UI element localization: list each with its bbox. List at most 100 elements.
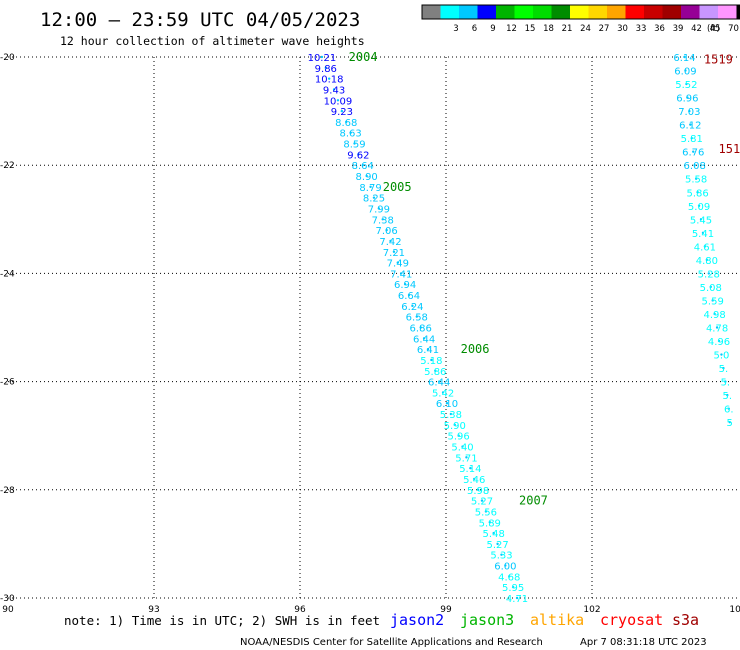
x-tick-label: 90: [2, 605, 14, 615]
swh-label: 7.41: [390, 269, 412, 280]
legend-swatch: [736, 5, 740, 19]
swh-label: 5.33: [490, 551, 512, 562]
legend-swatch: [459, 5, 478, 19]
track-point: [419, 326, 422, 329]
track-point: [389, 239, 392, 243]
swh-label: 5.: [719, 364, 729, 375]
track-point: [686, 96, 689, 99]
swh-label: 6.64: [398, 291, 420, 302]
swh-label: 9.62: [347, 150, 369, 161]
swh-label: 4.68: [498, 572, 520, 583]
swh-label: 5.71: [455, 453, 477, 464]
legend-swatch: [718, 5, 737, 19]
track-point: [407, 293, 411, 297]
pass-number-label: 1519: [704, 53, 733, 67]
track-point: [473, 477, 476, 481]
swh-label: 5.41: [692, 229, 714, 240]
satellite-name-jason3: jason3: [460, 611, 514, 629]
swh-label: 5.58: [685, 175, 707, 186]
satellite-name-cryosat: cryosat: [600, 611, 663, 629]
legend-tick-label: 24: [580, 24, 591, 34]
track-point: [511, 585, 515, 589]
swh-label: 5.56: [475, 507, 497, 518]
legend-tick-label: 36: [654, 24, 665, 34]
satellite-name-s3a: s3a: [672, 611, 699, 629]
track-point: [340, 109, 344, 113]
swh-label: 6.24: [401, 302, 423, 313]
swh-label: 5.0: [714, 351, 730, 362]
track-point: [697, 204, 701, 207]
swh-label: 5.52: [675, 80, 697, 91]
track-point: [701, 231, 705, 235]
legend-swatch: [681, 5, 700, 19]
swh-label: 5.86: [424, 367, 446, 378]
legend-frame: [421, 4, 740, 20]
track-point: [707, 272, 710, 275]
track-point: [683, 55, 686, 59]
swh-label: 4.71: [506, 594, 528, 605]
swh-label: 8.59: [343, 140, 365, 151]
swh-label: 6.41: [417, 345, 439, 356]
swh-label: 10.21: [308, 53, 337, 64]
track-point: [449, 412, 453, 416]
legend-tick-label: 3: [453, 24, 458, 34]
pass-number-label: 2004: [349, 50, 378, 64]
swh-label: 5.08: [700, 283, 722, 294]
track-point: [713, 312, 716, 316]
track-point: [426, 347, 430, 351]
swh-label: 5.90: [444, 421, 466, 432]
track-point: [693, 164, 696, 167]
swh-label: 7.38: [372, 215, 394, 226]
swh-label: 5.46: [463, 475, 485, 486]
swh-label: 7.06: [375, 226, 397, 237]
track-point: [345, 120, 348, 124]
swh-label: 5.86: [686, 188, 708, 199]
track-point: [696, 191, 699, 194]
y-tick-label: -28: [0, 486, 15, 496]
swh-label: 7.03: [678, 107, 700, 118]
track-point: [437, 380, 441, 383]
track-point: [496, 542, 499, 546]
swh-label: 6.44: [413, 334, 435, 345]
swh-label: 5.: [723, 391, 733, 402]
legend-swatch: [477, 5, 496, 19]
legend-swatch: [662, 5, 681, 19]
track-point: [434, 369, 437, 372]
track-point: [403, 283, 407, 286]
track-point: [320, 55, 324, 59]
track-point: [709, 285, 712, 289]
track-point: [361, 164, 364, 167]
legend-swatch: [570, 5, 589, 19]
track-point: [705, 258, 709, 262]
swh-label: 6.14: [673, 53, 695, 64]
swh-label: 7.21: [383, 248, 405, 259]
swh-label: 5: [727, 418, 733, 429]
swh-label: 5.42: [432, 388, 454, 399]
swh-label: 5.95: [502, 583, 524, 594]
legend-tick-label: 30: [617, 24, 628, 34]
satellite-name-jason2: jason2: [390, 611, 444, 629]
swh-label: 5.09: [688, 202, 710, 213]
swh-label: 6.94: [394, 280, 416, 291]
track-point: [500, 553, 503, 556]
swh-label: 6.12: [679, 121, 701, 132]
swh-label: 10.09: [324, 96, 353, 107]
satellite-name-altika: altika: [530, 611, 584, 629]
swh-label: 5.14: [459, 464, 481, 475]
x-tick-label: 105: [729, 605, 740, 615]
legend-swatch: [625, 5, 644, 19]
legend-tick-label: 42: [691, 24, 702, 34]
y-tick-label: -26: [0, 378, 15, 388]
track-point: [724, 380, 727, 383]
track-point: [422, 337, 426, 340]
track-point: [377, 207, 381, 210]
track-point: [441, 391, 445, 394]
chart-title: 12:00 – 23:59 UTC 04/05/2023: [40, 9, 360, 31]
pass-number-label: 2007: [519, 494, 548, 508]
track-point: [515, 596, 519, 600]
track-point: [411, 304, 414, 308]
track-point: [488, 521, 491, 524]
legend-swatch: [699, 5, 718, 19]
swh-label: 8.25: [363, 194, 385, 205]
